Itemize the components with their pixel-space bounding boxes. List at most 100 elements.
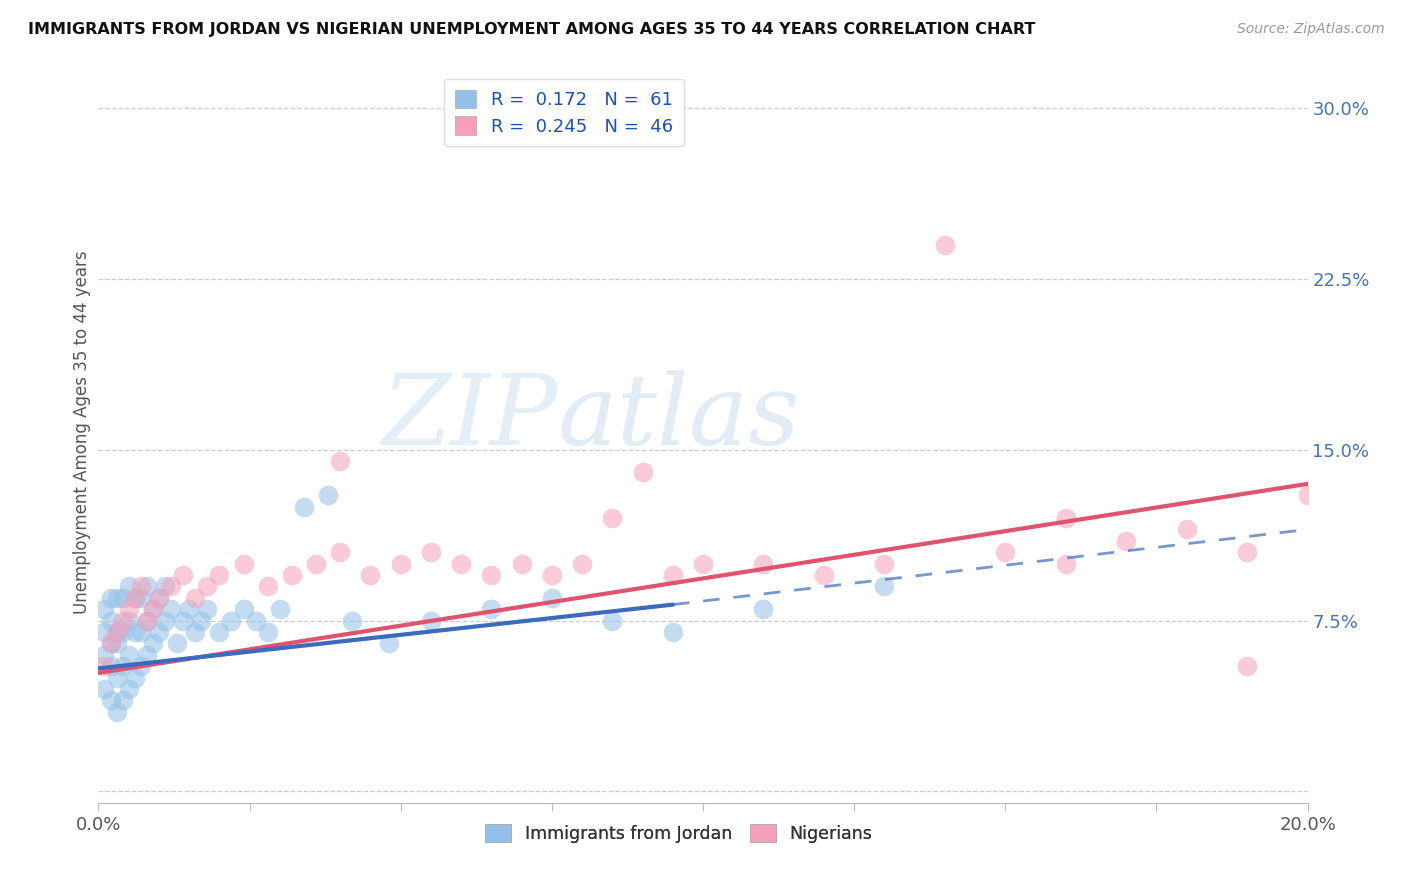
Point bbox=[100, 636, 122, 650]
Point bbox=[100, 614, 122, 628]
Point bbox=[1054, 557, 1077, 571]
Point bbox=[142, 602, 165, 616]
Point bbox=[118, 681, 141, 696]
Point bbox=[329, 545, 352, 559]
Point bbox=[752, 602, 775, 616]
Point bbox=[281, 568, 304, 582]
Point bbox=[1115, 533, 1137, 548]
Point bbox=[232, 557, 254, 571]
Point bbox=[129, 591, 152, 605]
Point bbox=[135, 579, 157, 593]
Point bbox=[153, 579, 176, 593]
Point bbox=[232, 602, 254, 616]
Point bbox=[631, 466, 654, 480]
Point bbox=[93, 681, 115, 696]
Point bbox=[100, 636, 122, 650]
Point bbox=[190, 614, 212, 628]
Point bbox=[118, 602, 141, 616]
Legend: Immigrants from Jordan, Nigerians: Immigrants from Jordan, Nigerians bbox=[478, 817, 879, 850]
Point bbox=[111, 659, 134, 673]
Point bbox=[329, 454, 352, 468]
Point bbox=[377, 636, 399, 650]
Point bbox=[105, 591, 128, 605]
Point bbox=[245, 614, 267, 628]
Point bbox=[1296, 488, 1319, 502]
Point bbox=[195, 579, 218, 593]
Point bbox=[148, 591, 170, 605]
Point bbox=[450, 557, 472, 571]
Point bbox=[148, 624, 170, 639]
Point bbox=[481, 602, 503, 616]
Point bbox=[124, 671, 146, 685]
Point bbox=[184, 591, 207, 605]
Text: IMMIGRANTS FROM JORDAN VS NIGERIAN UNEMPLOYMENT AMONG AGES 35 TO 44 YEARS CORREL: IMMIGRANTS FROM JORDAN VS NIGERIAN UNEMP… bbox=[28, 22, 1035, 37]
Point bbox=[172, 614, 194, 628]
Point bbox=[602, 511, 624, 525]
Point bbox=[184, 624, 207, 639]
Point bbox=[166, 636, 188, 650]
Point bbox=[316, 488, 339, 502]
Point bbox=[661, 624, 683, 639]
Point bbox=[160, 602, 183, 616]
Point bbox=[135, 614, 157, 628]
Point bbox=[873, 557, 896, 571]
Point bbox=[661, 568, 683, 582]
Point bbox=[752, 557, 775, 571]
Point bbox=[105, 636, 128, 650]
Point bbox=[118, 648, 141, 662]
Point bbox=[124, 591, 146, 605]
Point bbox=[256, 579, 278, 593]
Point bbox=[1175, 523, 1198, 537]
Text: ZIP: ZIP bbox=[381, 370, 558, 466]
Point bbox=[105, 671, 128, 685]
Point bbox=[105, 705, 128, 719]
Point bbox=[1054, 511, 1077, 525]
Point bbox=[292, 500, 315, 514]
Point bbox=[571, 557, 593, 571]
Point bbox=[342, 614, 364, 628]
Point bbox=[100, 659, 122, 673]
Point bbox=[129, 579, 152, 593]
Point bbox=[118, 579, 141, 593]
Point bbox=[111, 614, 134, 628]
Point bbox=[153, 614, 176, 628]
Point bbox=[873, 579, 896, 593]
Point bbox=[129, 659, 152, 673]
Point bbox=[93, 659, 115, 673]
Point bbox=[160, 579, 183, 593]
Point bbox=[172, 568, 194, 582]
Point bbox=[305, 557, 328, 571]
Text: Source: ZipAtlas.com: Source: ZipAtlas.com bbox=[1237, 22, 1385, 37]
Point bbox=[1236, 545, 1258, 559]
Point bbox=[93, 648, 115, 662]
Point bbox=[602, 614, 624, 628]
Point bbox=[111, 591, 134, 605]
Point bbox=[1236, 659, 1258, 673]
Point bbox=[195, 602, 218, 616]
Point bbox=[111, 624, 134, 639]
Point bbox=[93, 602, 115, 616]
Point bbox=[221, 614, 243, 628]
Point bbox=[93, 624, 115, 639]
Point bbox=[142, 636, 165, 650]
Point bbox=[118, 614, 141, 628]
Point bbox=[692, 557, 714, 571]
Point bbox=[256, 624, 278, 639]
Text: atlas: atlas bbox=[558, 370, 800, 466]
Point bbox=[481, 568, 503, 582]
Point bbox=[105, 624, 128, 639]
Point bbox=[208, 624, 231, 639]
Point bbox=[510, 557, 533, 571]
Point bbox=[269, 602, 291, 616]
Point bbox=[100, 693, 122, 707]
Point bbox=[148, 591, 170, 605]
Point bbox=[208, 568, 231, 582]
Point bbox=[389, 557, 412, 571]
Y-axis label: Unemployment Among Ages 35 to 44 years: Unemployment Among Ages 35 to 44 years bbox=[73, 251, 91, 615]
Point bbox=[813, 568, 835, 582]
Point bbox=[540, 568, 562, 582]
Point bbox=[179, 602, 201, 616]
Point bbox=[111, 693, 134, 707]
Point bbox=[602, 124, 624, 138]
Point bbox=[135, 648, 157, 662]
